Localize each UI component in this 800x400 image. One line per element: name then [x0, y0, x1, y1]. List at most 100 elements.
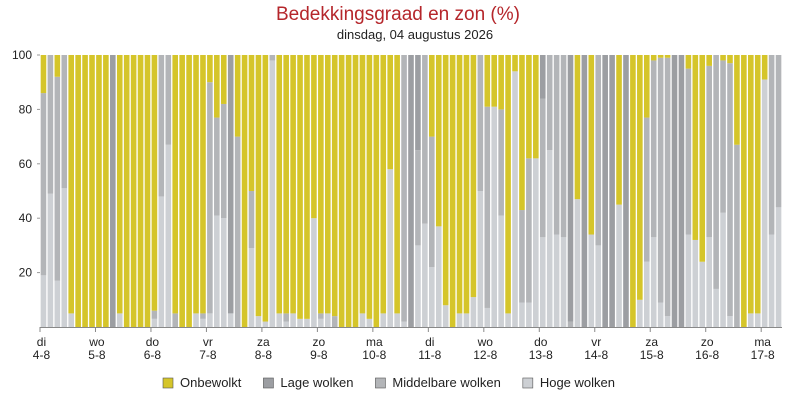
- bar-segment: [158, 196, 165, 327]
- bar-segment: [685, 68, 692, 235]
- x-tick-label: ma 17-8: [751, 335, 775, 362]
- bar-segment: [429, 267, 435, 327]
- bar-segment: [366, 318, 373, 327]
- bar-segment: [664, 57, 671, 317]
- bar-segment: [338, 55, 345, 327]
- bar-segment: [720, 55, 726, 61]
- bar-segment: [685, 55, 692, 69]
- bar-segment: [116, 313, 123, 327]
- bar-segment: [657, 57, 664, 303]
- bar-segment: [477, 191, 484, 327]
- bar-segment: [463, 313, 470, 327]
- bar-segment: [387, 169, 393, 327]
- bar-segment: [214, 117, 220, 216]
- x-tick-label: di 4-8: [33, 335, 51, 362]
- bar-segment: [179, 55, 185, 327]
- bar-segment: [359, 313, 366, 327]
- bar-segment: [269, 60, 276, 327]
- legend-label: Hoge wolken: [540, 375, 615, 390]
- bar-segment: [290, 55, 296, 314]
- bar-segment: [311, 218, 317, 327]
- bar-segment: [595, 245, 602, 327]
- y-tick-label: 80: [19, 102, 33, 116]
- bar-segment: [283, 313, 289, 322]
- bar-segment: [220, 218, 227, 327]
- x-tick-label: wo 5-8: [88, 335, 106, 362]
- bar-segment: [664, 316, 671, 327]
- bar-segment: [304, 318, 310, 327]
- bar-segment: [318, 313, 324, 319]
- bar-segment: [546, 150, 553, 327]
- legend-swatch: [263, 377, 274, 389]
- bar-segment: [630, 55, 636, 327]
- bar-segment: [96, 55, 102, 327]
- bar-segment: [775, 207, 782, 327]
- bar-segment: [394, 55, 400, 314]
- bar-segment: [415, 55, 421, 151]
- bar-segment: [234, 136, 241, 327]
- bar-segment: [533, 55, 539, 159]
- bar-segment: [616, 55, 622, 205]
- bar-segment: [560, 55, 567, 238]
- bar-segment: [574, 55, 581, 200]
- bar-segment: [186, 55, 192, 327]
- bar-segment: [110, 55, 116, 327]
- y-tick-label: 20: [19, 266, 33, 280]
- bar-segment: [512, 71, 518, 327]
- bar-segment: [727, 55, 733, 64]
- bar-segment: [595, 55, 602, 246]
- bar-segment: [47, 193, 54, 327]
- bar-segment: [324, 313, 331, 327]
- bar-segment: [491, 55, 498, 107]
- bar-segment: [664, 55, 671, 58]
- bar-segment: [214, 55, 220, 118]
- bar-segment: [401, 55, 407, 322]
- bar-segment: [290, 313, 296, 327]
- bar-segment: [422, 223, 428, 327]
- bar-segment: [588, 55, 595, 235]
- bar-segment: [103, 55, 109, 327]
- x-tick-label: ma 10-8: [362, 335, 386, 362]
- bar-segment: [706, 237, 712, 327]
- bar-segment: [671, 55, 678, 327]
- bar-segment: [491, 106, 498, 328]
- bar-segment: [643, 55, 650, 118]
- bar-segment: [387, 55, 393, 170]
- y-tick-label: 100: [12, 48, 32, 62]
- bar-segment: [269, 55, 276, 61]
- bar-segment: [359, 55, 366, 314]
- bar-segment: [539, 237, 546, 327]
- bar-segment: [470, 297, 477, 327]
- bar-segment: [276, 55, 283, 314]
- bar-segment: [40, 55, 47, 94]
- bar-segment: [567, 55, 574, 322]
- bar-segment: [297, 55, 303, 319]
- x-tick-label: vr 7-8: [199, 335, 217, 362]
- bar-segment: [643, 261, 650, 327]
- bar-segment: [61, 188, 68, 327]
- bar-segment: [137, 55, 144, 327]
- bar-segment: [650, 237, 657, 327]
- bar-segment: [89, 55, 95, 327]
- bar-segment: [151, 55, 158, 311]
- bar-segment: [442, 55, 449, 306]
- bar-segment: [324, 55, 331, 314]
- bar-segment: [761, 55, 768, 80]
- bar-segment: [650, 55, 657, 61]
- legend-label: Middelbare wolken: [392, 375, 500, 390]
- bar-segment: [415, 150, 421, 246]
- bar-segment: [533, 158, 539, 327]
- bar-segment: [498, 109, 504, 216]
- bar-segment: [116, 55, 123, 314]
- bar-segment: [435, 226, 442, 327]
- bar-segment: [637, 55, 643, 300]
- bar-segment: [553, 234, 560, 327]
- x-tick-label: wo 12-8: [473, 335, 497, 362]
- bar-segment: [40, 275, 47, 327]
- x-tick-label: do 6-8: [144, 335, 162, 362]
- bar-segment: [678, 55, 685, 327]
- bar-segment: [220, 103, 227, 219]
- legend-swatch: [522, 377, 534, 389]
- bar-segment: [449, 55, 456, 327]
- bar-segment: [207, 55, 213, 83]
